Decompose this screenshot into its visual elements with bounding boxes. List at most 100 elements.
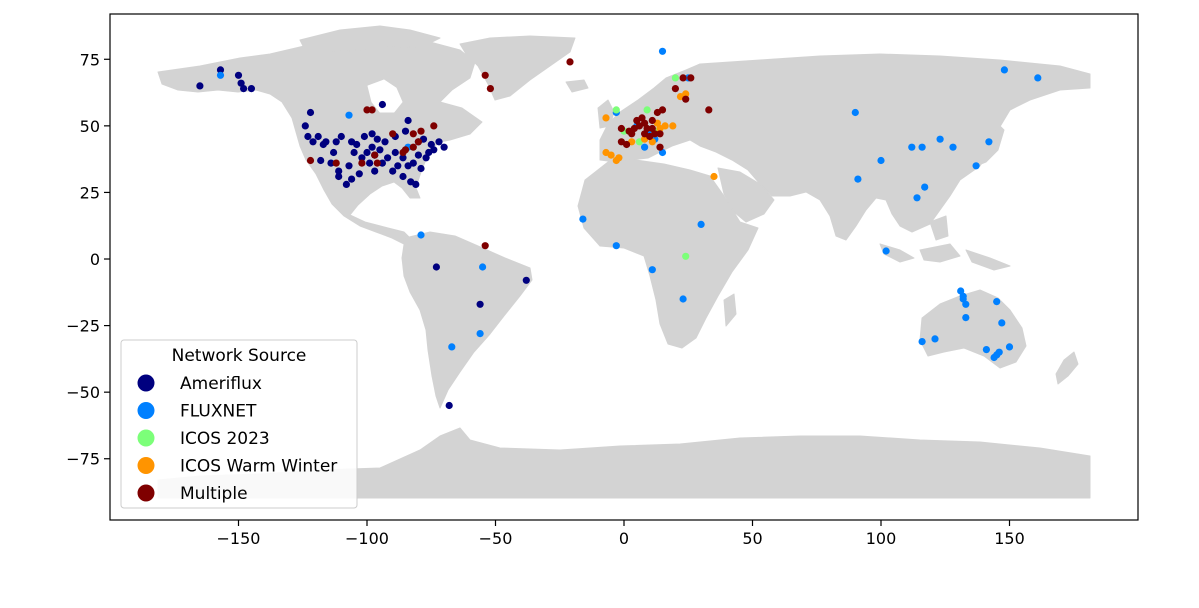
site-point bbox=[486, 85, 494, 93]
site-point bbox=[366, 159, 374, 167]
site-point bbox=[982, 346, 991, 354]
site-point bbox=[481, 242, 489, 250]
land-southeast-asia-islands bbox=[879, 215, 1011, 271]
site-point bbox=[682, 95, 690, 103]
site-point bbox=[710, 172, 718, 181]
site-point bbox=[363, 106, 371, 114]
x-tick-label: −50 bbox=[479, 529, 513, 548]
site-point bbox=[196, 82, 204, 90]
site-point bbox=[648, 116, 656, 125]
land-north-america bbox=[157, 35, 483, 245]
site-point bbox=[399, 172, 407, 181]
site-point bbox=[417, 164, 425, 173]
site-point bbox=[656, 143, 664, 151]
site-point bbox=[332, 138, 340, 146]
x-tick-label: 150 bbox=[994, 529, 1025, 548]
land-greenland bbox=[459, 35, 576, 101]
site-point bbox=[404, 116, 412, 125]
basemap-land bbox=[157, 25, 1091, 499]
site-point bbox=[345, 162, 353, 170]
site-point bbox=[481, 71, 489, 79]
site-point bbox=[409, 159, 417, 167]
site-point bbox=[414, 151, 422, 159]
y-tick-label: 75 bbox=[80, 50, 100, 69]
site-point bbox=[962, 314, 970, 322]
site-point bbox=[432, 263, 440, 271]
site-point bbox=[371, 167, 379, 175]
hudson-bay bbox=[367, 79, 403, 113]
site-point bbox=[445, 401, 453, 410]
site-point bbox=[399, 154, 407, 162]
site-point bbox=[617, 124, 626, 133]
site-point bbox=[399, 148, 407, 157]
site-point bbox=[617, 138, 626, 146]
land-asia bbox=[689, 53, 1091, 241]
series-ameriflux bbox=[196, 66, 530, 410]
legend: Network Source Ameriflux FLUXNET ICOS 2023… bbox=[120, 339, 358, 509]
legend-label: FLUXNET bbox=[180, 402, 257, 422]
site-point bbox=[368, 106, 376, 114]
site-point bbox=[363, 148, 371, 157]
site-point bbox=[635, 122, 644, 130]
land-arctic-archipelago bbox=[299, 25, 441, 53]
legend-marker bbox=[137, 457, 155, 474]
land-australia bbox=[919, 289, 1027, 369]
site-point bbox=[479, 263, 487, 271]
y-tick-label: 50 bbox=[80, 117, 100, 136]
site-point bbox=[353, 140, 361, 149]
site-point bbox=[697, 220, 705, 228]
site-point bbox=[314, 132, 322, 141]
site-point bbox=[430, 122, 438, 130]
site-point bbox=[345, 111, 353, 119]
site-point bbox=[641, 143, 649, 151]
site-point bbox=[317, 156, 325, 165]
site-point bbox=[417, 231, 425, 239]
y-axis: 75 50 25 0 −25 −50 −75 bbox=[66, 50, 110, 469]
site-point bbox=[389, 167, 397, 175]
site-point bbox=[648, 266, 656, 274]
x-tick-label: 50 bbox=[742, 529, 762, 548]
site-point bbox=[373, 135, 381, 143]
site-point bbox=[389, 130, 397, 138]
site-point bbox=[237, 79, 245, 87]
site-point bbox=[350, 148, 358, 157]
site-point bbox=[240, 85, 248, 93]
site-point bbox=[1005, 343, 1014, 351]
site-point bbox=[476, 300, 484, 308]
site-point bbox=[391, 148, 399, 157]
site-point bbox=[304, 132, 312, 141]
site-point bbox=[384, 154, 392, 162]
y-tick-label: −50 bbox=[66, 383, 100, 402]
site-point bbox=[607, 151, 615, 159]
site-point bbox=[646, 132, 654, 141]
site-point bbox=[918, 338, 926, 346]
legend-label: ICOS 2023 bbox=[180, 429, 270, 449]
land-uk bbox=[597, 99, 615, 129]
site-point bbox=[414, 138, 422, 146]
y-tick-label: −25 bbox=[66, 317, 100, 336]
site-point bbox=[908, 143, 916, 151]
legend-label: ICOS Warm Winter bbox=[180, 457, 337, 477]
land-south-america bbox=[401, 231, 533, 409]
site-point bbox=[682, 252, 690, 260]
site-point bbox=[972, 162, 980, 170]
site-point bbox=[378, 100, 386, 109]
site-point bbox=[643, 106, 651, 114]
land-madagascar bbox=[723, 293, 737, 327]
site-point bbox=[301, 122, 309, 130]
site-point bbox=[358, 159, 366, 167]
site-point bbox=[687, 74, 695, 82]
site-point bbox=[306, 108, 315, 117]
site-point bbox=[327, 159, 335, 167]
legend-marker bbox=[137, 374, 155, 392]
site-point bbox=[931, 335, 939, 343]
site-point bbox=[921, 183, 929, 191]
legend-label: Multiple bbox=[180, 484, 248, 504]
site-point bbox=[615, 154, 623, 162]
series-icos-warm-winter bbox=[602, 90, 718, 181]
site-point bbox=[985, 138, 993, 146]
y-tick-label: −75 bbox=[66, 450, 100, 469]
site-point bbox=[360, 132, 368, 141]
site-point bbox=[612, 106, 620, 114]
